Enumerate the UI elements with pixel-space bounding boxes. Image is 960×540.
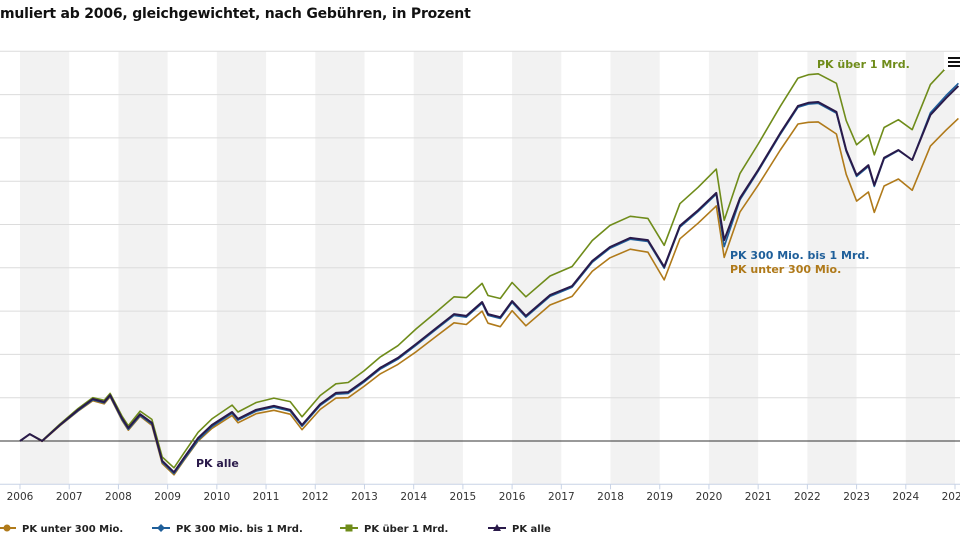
gridlines xyxy=(0,50,960,442)
legend: PK unter 300 Mio. PK 300 Mio. bis 1 Mrd. P… xyxy=(0,524,551,535)
x-tick-label: 2017 xyxy=(548,491,575,503)
x-tick-label: 2015 xyxy=(450,491,477,503)
legend-item-4[interactable]: PK alle xyxy=(488,524,551,535)
series-line-4 xyxy=(19,85,960,474)
x-tick-label: 2016 xyxy=(499,491,526,503)
menu-bar xyxy=(948,65,960,67)
x-tick-label: 2014 xyxy=(400,491,427,503)
hamburger-menu-icon[interactable] xyxy=(944,52,960,70)
x-tick-label: 2024 xyxy=(892,491,919,503)
series-annotation: PK alle xyxy=(196,457,239,470)
square-marker-icon xyxy=(345,524,353,532)
legend-item-3[interactable]: PK über 1 Mrd. xyxy=(340,524,448,535)
x-tick-label: 2022 xyxy=(794,491,821,503)
x-tick-label: 2011 xyxy=(253,491,280,503)
x-tick-label: 2019 xyxy=(646,491,673,503)
series-line-1 xyxy=(19,117,959,476)
series-annotation: PK über 1 Mrd. xyxy=(817,58,910,71)
legend-label: PK 300 Mio. bis 1 Mrd. xyxy=(176,524,303,535)
x-tick-label: 2007 xyxy=(56,491,83,503)
x-axis: 2006 2007 2008 2009 2010 2011 2012 2013 2014 2015… xyxy=(0,483,960,503)
series-lines xyxy=(19,55,960,476)
series-annotation: PK 300 Mio. bis 1 Mrd. xyxy=(730,249,869,262)
x-tick-label: 2008 xyxy=(105,491,132,503)
legend-label: PK unter 300 Mio. xyxy=(22,524,123,535)
x-tick-label: 2013 xyxy=(351,491,378,503)
triangle-marker-icon xyxy=(493,524,501,531)
legend-item-1[interactable]: PK unter 300 Mio. xyxy=(0,524,123,535)
x-tick-label: 2010 xyxy=(203,491,230,503)
circle-marker-icon xyxy=(3,524,11,532)
menu-bar xyxy=(948,61,960,63)
x-tick-label: 2025 xyxy=(942,491,960,503)
series-line-3 xyxy=(19,55,959,469)
annotations: PK über 1 Mrd. PK 300 Mio. bis 1 Mrd.PK u… xyxy=(196,58,910,470)
x-tick-label: 2020 xyxy=(696,491,723,503)
legend-item-2[interactable]: PK 300 Mio. bis 1 Mrd. xyxy=(152,524,303,535)
x-tick-label: 2023 xyxy=(843,491,870,503)
legend-label: PK alle xyxy=(512,524,551,535)
legend-label: PK über 1 Mrd. xyxy=(364,524,448,535)
x-tick-label: 2006 xyxy=(7,491,34,503)
menu-bar xyxy=(948,57,960,59)
diamond-marker-icon xyxy=(157,524,165,532)
x-tick-label: 2021 xyxy=(745,491,772,503)
x-tick-label: 2009 xyxy=(154,491,181,503)
chart-title: muliert ab 2006, gleichgewichtet, nach G… xyxy=(0,6,471,22)
series-annotation: PK unter 300 Mio. xyxy=(730,263,841,276)
x-tick-label: 2018 xyxy=(597,491,624,503)
x-tick-label: 2012 xyxy=(302,491,329,503)
